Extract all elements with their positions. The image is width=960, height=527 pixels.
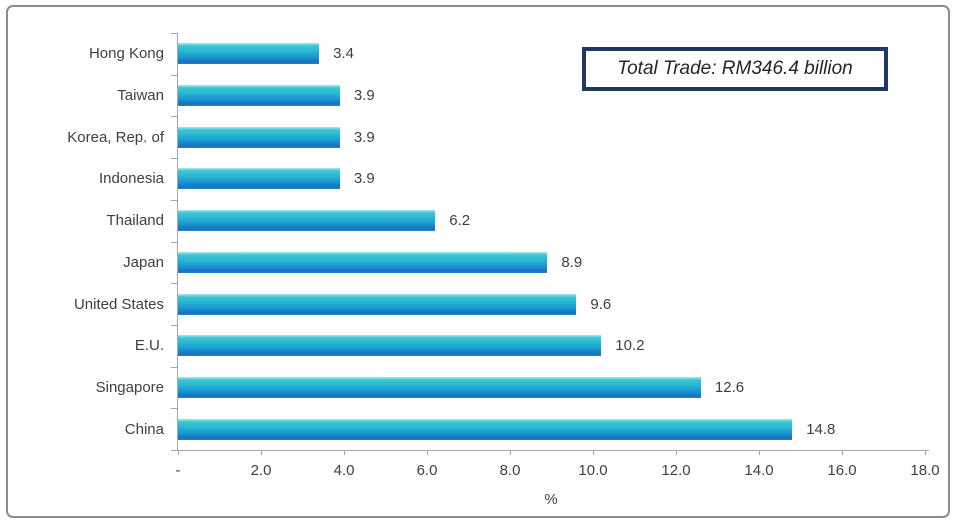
y-axis-tick [171,283,177,285]
y-axis-tick [171,241,177,243]
bar-row: 8.9 [178,242,925,284]
x-axis-line [173,450,929,451]
y-axis-tick [171,158,177,160]
x-axis-tick [427,450,428,455]
category-label: United States [73,295,164,313]
bar [178,418,793,440]
y-axis-tick [171,116,177,118]
x-axis-tick [510,450,511,455]
x-axis-tick-label: 10.0 [578,462,608,479]
bar-row: 10.2 [178,325,925,367]
bar-row: 3.4 [178,33,925,75]
bar [178,126,340,148]
bar-value-label: 3.9 [353,87,375,105]
bar-row: 14.8 [178,408,925,450]
y-axis-tick [171,450,177,451]
bar-value-label: 14.8 [806,420,836,438]
category-label: E.U. [134,337,164,355]
bar-value-label: 6.2 [449,212,471,230]
x-axis-tick-label: 12.0 [661,462,691,479]
y-axis-tick [171,366,177,368]
x-axis-tick-label: 2.0 [250,462,272,479]
category-label: Thailand [106,212,164,230]
x-axis-tick [593,450,594,455]
bar [178,335,602,357]
bar-row: 3.9 [178,116,925,158]
bar-row: 6.2 [178,200,925,242]
bar-value-label: 10.2 [615,337,645,355]
x-axis-tick [925,450,926,455]
bar-value-label: 3.4 [333,45,354,63]
total-trade-annotation-box: Total Trade: RM346.4 billion [582,47,888,91]
x-axis-tick [261,450,262,455]
category-label: Korea, Rep. of [67,128,164,146]
bar [178,85,340,107]
category-label: Indonesia [98,170,164,188]
x-axis-tick [344,450,345,455]
x-axis-tick-label: 16.0 [827,462,857,479]
category-label: Japan [123,253,164,271]
x-axis-tick-label: 18.0 [910,462,940,479]
x-axis-tick [676,450,677,455]
x-axis-title: % [544,491,558,508]
y-axis-tick [171,408,177,410]
x-axis-tick-label: 6.0 [416,462,438,479]
y-axis-line [177,33,178,451]
category-label: Singapore [95,378,164,396]
x-axis-tick-label: - [175,462,181,479]
x-axis-tick-label: 14.0 [744,462,774,479]
bar [178,43,320,65]
x-axis-tick [178,450,179,455]
total-trade-annotation-text: Total Trade: RM346.4 billion [617,58,853,79]
bar-row: 3.9 [178,75,925,117]
x-axis-tick-label: 8.0 [499,462,521,479]
bar-row: 9.6 [178,283,925,325]
bar-value-label: 12.6 [714,378,745,396]
bar-value-label: 3.9 [353,128,375,146]
category-label: China [124,420,164,438]
y-axis-tick [171,324,177,326]
bar-value-label: 3.9 [353,170,375,188]
bar [178,293,577,315]
bar [178,168,340,190]
plot-area: 3.4 3.9 3.9 3.9 6.2 8.9 9.6 10.2 12.6 14.8 [178,33,925,450]
bar-row: 3.9 [178,158,925,200]
category-label: Taiwan [117,87,164,105]
y-axis-tick [171,33,177,34]
x-axis-tick-label: 4.0 [333,462,355,479]
bar [178,376,701,398]
bar [178,210,436,232]
category-label: Hong Kong [88,45,164,63]
bar-value-label: 9.6 [590,295,612,313]
bar-row: 12.6 [178,367,925,409]
bar [178,251,548,273]
x-axis-tick [842,450,843,455]
chart-frame: Total Trade: RM346.4 billion Hong Kong Ta… [6,5,950,518]
y-axis-tick [171,199,177,201]
x-axis-tick [759,450,760,455]
y-axis-tick [171,74,177,76]
bar-value-label: 8.9 [561,253,583,271]
